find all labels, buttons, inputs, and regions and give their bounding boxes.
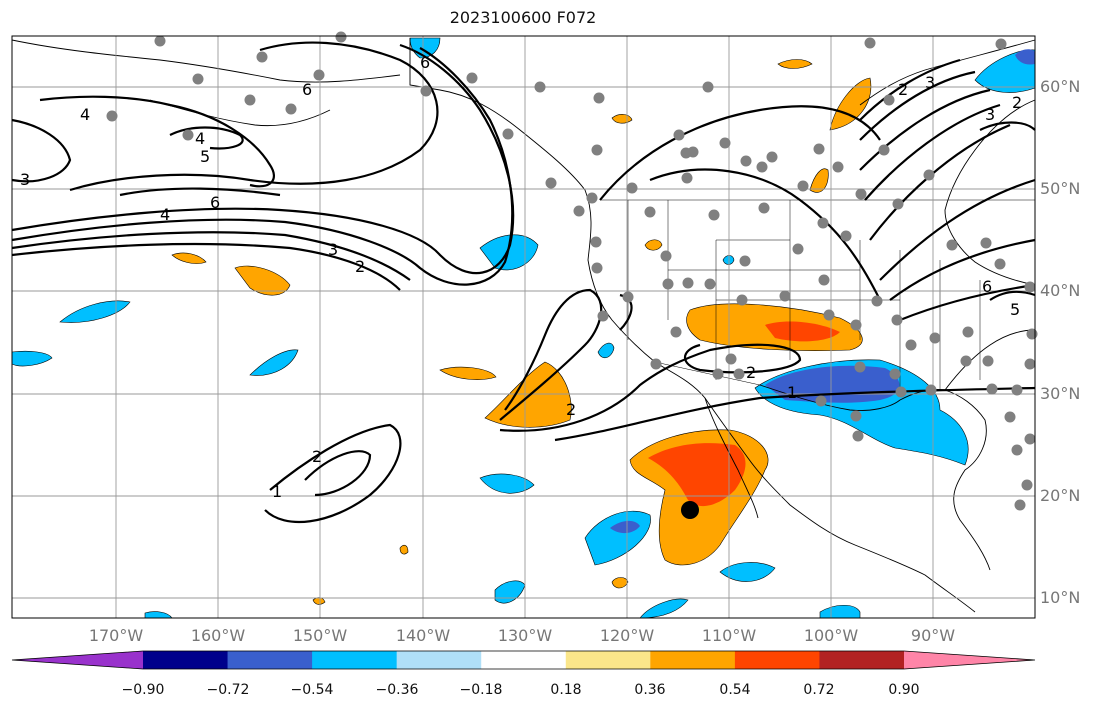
colorbar	[11, 650, 1036, 670]
colorbar-tick: 0.54	[719, 682, 751, 698]
contour-label: 5	[200, 147, 210, 166]
colorbar-tick: −0.36	[375, 682, 419, 698]
colorbar-cell	[481, 651, 567, 669]
contour-label: 2	[746, 363, 756, 382]
contour-label: 6	[982, 277, 992, 296]
contour-label: 6	[420, 53, 430, 72]
contour-label: 5	[1010, 300, 1020, 319]
colorbar-cell	[227, 651, 313, 669]
lon-label-150w: 150°W	[292, 626, 348, 645]
lon-label-110w: 110°W	[701, 626, 757, 645]
coastlines	[11, 38, 1036, 613]
contour-label: 4	[195, 129, 205, 148]
colorbar-cell	[565, 651, 651, 669]
lon-label-120w: 120°W	[599, 626, 655, 645]
colorbar-cell	[396, 651, 482, 669]
colorbar-tick: −0.90	[121, 682, 165, 698]
lat-label-50n: 50°N	[1040, 179, 1081, 198]
current-position-dot	[681, 501, 699, 519]
graticule	[12, 36, 1035, 618]
lat-label-60n: 60°N	[1040, 77, 1081, 96]
contour-label: 4	[80, 105, 90, 124]
map-title: 2023100600 F072	[449, 8, 597, 27]
contour-label: 2	[355, 257, 365, 276]
station-dots	[106, 31, 1038, 511]
contour-label: 1	[787, 383, 797, 402]
colorbar-tick: −0.72	[206, 682, 250, 698]
colorbar-cell	[734, 651, 820, 669]
lat-label-10n: 10°N	[1040, 588, 1081, 607]
lat-label-30n: 30°N	[1040, 384, 1081, 403]
colorbar-tick: −0.18	[459, 682, 503, 698]
contour-label: 3	[328, 240, 338, 259]
colorbar-cells	[143, 651, 905, 669]
contour-label: 1	[272, 482, 282, 501]
contour-label: 2	[898, 80, 908, 99]
lon-label-170w: 170°W	[88, 626, 144, 645]
lon-label-90w: 90°W	[910, 626, 956, 645]
lon-label-130w: 130°W	[497, 626, 553, 645]
contour-labels: 4 6 5 4 4 3 3 2 6 6 2 2 1 2 1 2 3 3 2 6 …	[20, 53, 1022, 501]
contour-label: 2	[566, 400, 576, 419]
anomaly-shading	[11, 37, 1036, 619]
contour-label: 4	[160, 205, 170, 224]
contour-label: 6	[302, 80, 312, 99]
contour-label: 2	[1012, 93, 1022, 112]
contour-label: 3	[985, 105, 995, 124]
colorbar-cell	[143, 651, 229, 669]
map-background	[12, 36, 1035, 618]
contour-label: 2	[312, 447, 322, 466]
colorbar-extend-right	[904, 651, 1035, 669]
lon-label-140w: 140°W	[395, 626, 451, 645]
contour-label: 3	[925, 73, 935, 92]
contour-label: 3	[20, 170, 30, 189]
colorbar-tick: 0.36	[634, 682, 666, 698]
map-frame	[11, 35, 1036, 619]
colorbar-cell	[650, 651, 736, 669]
lon-label-160w: 160°W	[190, 626, 246, 645]
colorbar-tick: 0.90	[888, 682, 920, 698]
colorbar-extend-left	[12, 651, 143, 669]
colorbar-tick: 0.72	[803, 682, 835, 698]
colorbar-tick: 0.18	[550, 682, 582, 698]
lon-label-100w: 100°W	[803, 626, 859, 645]
colorbar-cell	[312, 651, 398, 669]
contour-label: 6	[210, 193, 220, 212]
colorbar-tick: −0.54	[290, 682, 334, 698]
lat-label-40n: 40°N	[1040, 281, 1081, 300]
contour-lines	[11, 41, 1036, 524]
lat-label-20n: 20°N	[1040, 486, 1081, 505]
colorbar-cell	[819, 651, 905, 669]
